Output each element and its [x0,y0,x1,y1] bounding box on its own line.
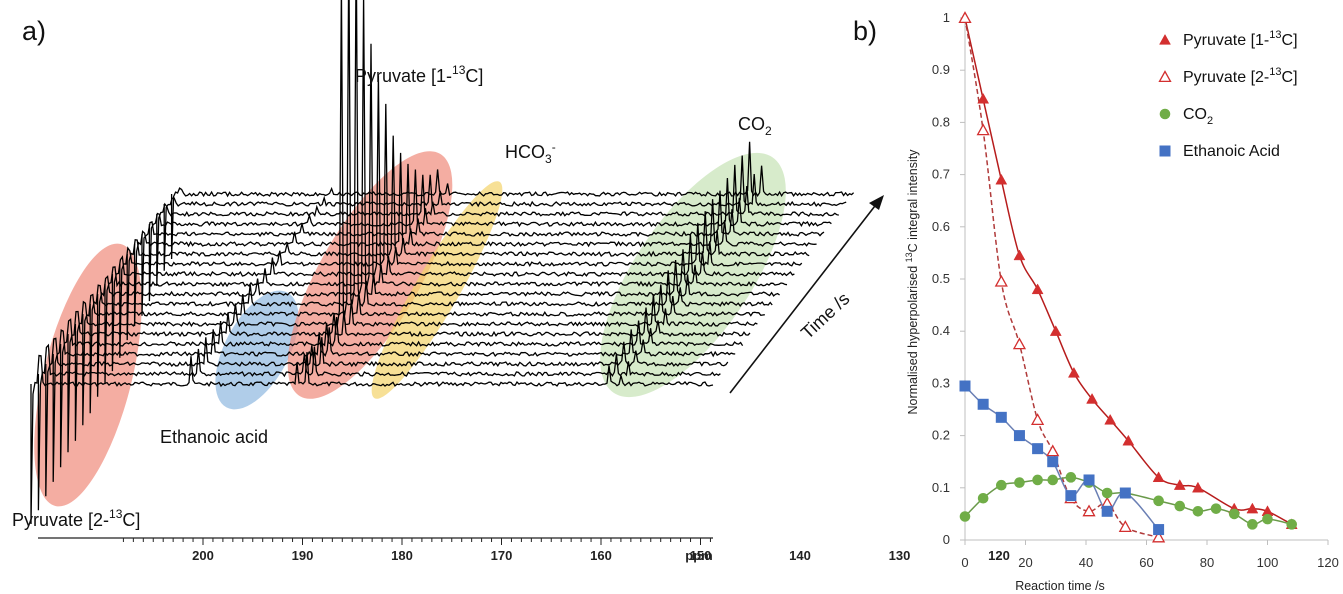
spectrum-trace [156,164,839,287]
highlight-co2 [600,152,786,398]
panel-b-label: b) [853,16,878,46]
ppm-tick-label: 160 [590,548,612,563]
ppm-tick-label: 140 [789,548,811,563]
spectrum-trace [104,43,788,385]
spectrum-trace [74,0,758,441]
ppm-tick-label: 150 [690,548,712,563]
spectrum-trace [96,0,780,397]
label-pyruvate-1: Pyruvate [1-13C] [355,63,483,86]
spectrum-trace [163,155,847,271]
spectrum-trace [45,337,729,497]
spectrum-trace [119,103,803,358]
label-pyruvate-2: Pyruvate [2-13C] [12,507,140,530]
ppm-axis: 200 190 180 170 160 150 140 130 120 ppm [38,537,1010,563]
highlight-pyruvate-2 [34,243,142,507]
spectrum-trace [141,163,825,316]
panel-a-label: a) [22,16,47,46]
ppm-tick-label: 190 [292,548,314,563]
label-co2: CO2 [738,114,772,138]
ppm-tick-label: 120 [988,548,1010,563]
spectrum-trace [30,351,714,525]
spectrum-trace [89,0,773,414]
ppm-tick-label: 200 [192,548,214,563]
ppm-tick-label: 170 [491,548,513,563]
spectrum-trace [67,307,751,453]
spectrum-trace [170,141,855,260]
ppm-unit-label: ppm [685,548,712,563]
ppm-tick-label: 130 [889,548,911,563]
spectrum-trace [59,317,744,468]
highlight-hco3 [371,181,503,399]
spectrum-trace [133,152,817,327]
spectrum-trace [111,75,795,372]
spectrum-trace [37,343,721,511]
ppm-tick-label: 180 [391,548,413,563]
spectra-traces [30,0,855,525]
spectrum-trace [148,169,832,302]
label-ethanoic-acid: Ethanoic acid [160,427,268,447]
spectrum-trace [82,0,765,426]
highlight-ethanoic [215,290,299,410]
spectrum-trace [126,135,810,341]
time-arrow-head-icon [869,195,884,210]
label-hco3: HCO3- [505,140,556,166]
spectrum-trace [52,327,736,482]
time-axis-arrow [729,201,879,394]
